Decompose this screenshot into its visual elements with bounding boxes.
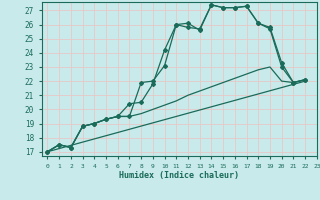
X-axis label: Humidex (Indice chaleur): Humidex (Indice chaleur) [119,171,239,180]
